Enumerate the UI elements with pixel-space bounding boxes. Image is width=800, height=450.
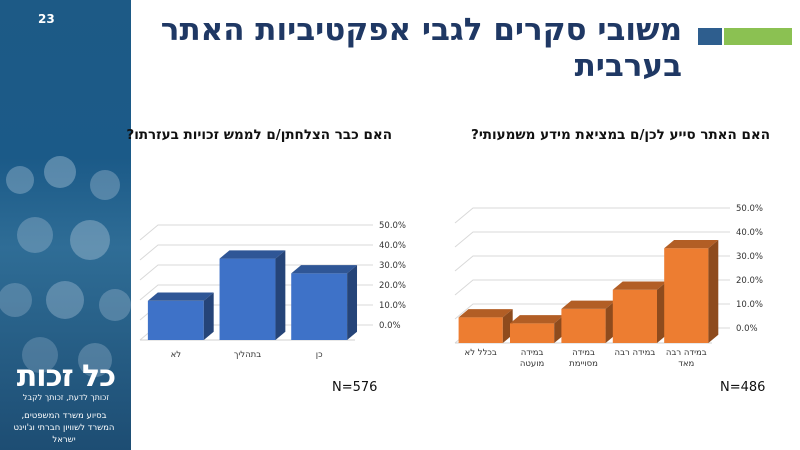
bar-top-face [612,281,667,290]
right-chart-sample-size: N=486 [720,380,766,395]
y-tick-label: 50.0% [379,221,406,231]
bar-top-face [458,309,513,318]
gridline [139,244,373,261]
bar [219,258,276,340]
x-category-label: מסויימת [569,359,598,369]
x-category-label: לא [171,350,182,360]
x-category-label: במידה רבה [615,348,656,358]
x-category-label: במידה [521,348,544,358]
bar [612,289,658,343]
left-bar-chart: 0.0% 10.0% 20.0% 30.0% 40.0% 50.0% לא בתהליך כן [139,221,406,360]
gridline [139,224,373,241]
y-tick-label: 40.0% [379,241,406,251]
y-tick-label: 30.0% [736,252,763,262]
left-chart-question: האם כבר הצלחתן/ם לממש זכויות בעזרתו? [126,127,392,143]
bar [664,248,709,343]
bar-side-face [275,250,286,340]
left-chart-sample-size: N=576 [332,380,378,395]
logo-name: כל זכות [16,359,116,394]
gridline [139,264,373,281]
x-category-label: בתהליך [234,350,261,360]
bar-side-face [708,239,719,343]
bar-side-face [347,265,358,340]
y-tick-label: 0.0% [379,321,401,331]
bar-top-face [561,300,616,309]
sponsor-credit: בסיוע משרד המשפטים, המשרד לשוויון חברתי … [13,411,115,445]
x-category-label: בכלל לא [465,348,497,358]
y-tick-label: 50.0% [736,204,763,214]
bar-top-face [219,250,286,259]
bar [509,323,555,343]
x-category-label: כן [316,350,323,360]
x-category-label: במידה [572,348,595,358]
title-accent-green-bar [724,28,792,45]
sidebar-panel: 23 כל זכות זכותך לדעת, זכותך לקבל בסיוע … [0,0,131,450]
x-category-label: מועטה [520,359,544,369]
crowd-background-image [0,156,131,377]
bar [291,273,348,340]
right-chart-question: האם האתר סייע לכן/ם במציאת מידע משמעותי? [471,127,770,143]
y-tick-label: 0.0% [736,324,758,334]
gridline [454,255,730,272]
y-tick-label: 40.0% [736,228,763,238]
y-tick-label: 30.0% [379,261,406,271]
y-tick-label: 10.0% [736,300,763,310]
y-tick-label: 20.0% [736,276,763,286]
bar-top-face [664,239,719,249]
organization-logo: כל זכות זכותך לדעת, זכותך לקבל [4,359,128,403]
bar-top-face [291,265,358,274]
x-category-label: מאד [678,359,694,369]
bar [458,317,503,343]
y-tick-label: 20.0% [379,281,406,291]
bar-top-face [509,315,565,324]
title-accent-dark-bar [698,28,722,45]
gridline [454,207,730,224]
bar [147,300,204,340]
bar-side-face [203,292,214,340]
gridline [454,279,730,296]
slide-number: 23 [38,12,55,26]
x-category-label: במידה רבה [666,348,707,358]
page-title: משובי סקרים לגבי אפקטיביות האתר בערבית [160,12,682,84]
logo-tagline: זכותך לדעת, זכותך לקבל [22,393,110,402]
y-tick-label: 10.0% [379,301,406,311]
right-bar-chart: 0.0% 10.0% 20.0% 30.0% 40.0% 50.0% בכלל לא במיד… [454,204,763,369]
bar [561,308,606,343]
bar-top-face [147,292,214,301]
gridline [454,231,730,248]
